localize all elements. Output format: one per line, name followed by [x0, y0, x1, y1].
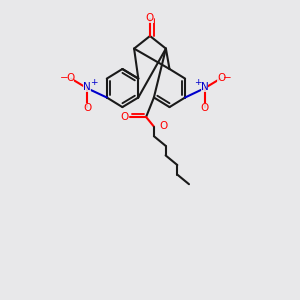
Text: O: O: [66, 73, 74, 83]
Text: O: O: [159, 121, 168, 131]
Text: −: −: [223, 73, 232, 83]
Text: +: +: [194, 78, 202, 87]
Text: −: −: [60, 73, 69, 83]
Text: N: N: [201, 82, 208, 92]
Text: O: O: [217, 73, 226, 83]
Text: O: O: [200, 103, 209, 113]
Text: +: +: [90, 78, 97, 87]
Text: N: N: [83, 82, 91, 92]
Text: O: O: [121, 112, 129, 122]
Text: O: O: [146, 13, 154, 23]
Text: O: O: [83, 103, 91, 113]
